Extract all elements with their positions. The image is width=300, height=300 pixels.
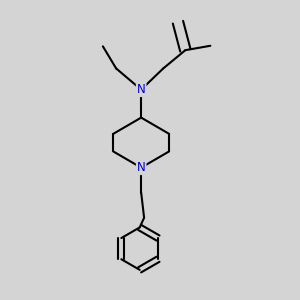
Text: N: N — [137, 83, 146, 96]
Text: N: N — [137, 161, 146, 174]
